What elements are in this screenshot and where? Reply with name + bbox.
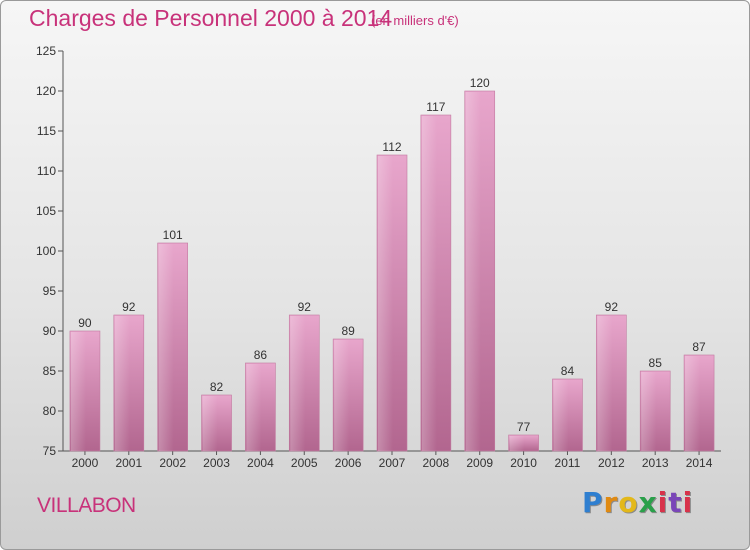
bar-highlight <box>421 116 437 451</box>
data-label: 87 <box>692 340 706 354</box>
x-tick-label: 2009 <box>466 456 493 470</box>
y-tick-label: 125 <box>36 44 56 58</box>
y-tick-label: 85 <box>43 364 57 378</box>
y-tick-label: 75 <box>43 444 57 458</box>
bar-highlight <box>158 244 174 451</box>
x-tick-label: 2004 <box>247 456 274 470</box>
data-label: 84 <box>561 364 575 378</box>
data-label: 77 <box>517 420 531 434</box>
bar-highlight <box>246 364 262 451</box>
data-label: 90 <box>78 316 92 330</box>
town-name: VILLABON <box>37 494 136 517</box>
axes: 75 80 85 90 95 100 105 110 115 120 125 2000 2001 2002… <box>36 44 721 470</box>
y-tick-label: 100 <box>36 244 56 258</box>
y-tick-label: 120 <box>36 84 56 98</box>
x-tick-label: 2007 <box>379 456 406 470</box>
x-tick-label: 2010 <box>510 456 537 470</box>
bar-highlight <box>597 316 613 451</box>
data-label: 92 <box>298 300 312 314</box>
bar-highlight <box>553 380 569 451</box>
chart-subtitle: (en milliers d'€) <box>371 13 459 28</box>
bar-highlight <box>334 340 350 451</box>
x-tick-label: 2000 <box>72 456 99 470</box>
bar-highlight <box>114 316 130 451</box>
bar-highlight <box>378 156 393 451</box>
bar-highlight <box>290 316 306 451</box>
bar-highlight <box>465 92 481 451</box>
y-tick-label: 80 <box>43 404 57 418</box>
data-label: 92 <box>605 300 619 314</box>
y-tick-label: 110 <box>37 164 56 178</box>
data-label: 92 <box>122 300 136 314</box>
x-tick-label: 2005 <box>291 456 318 470</box>
data-label: 82 <box>210 380 224 394</box>
y-tick-label: 90 <box>43 324 57 338</box>
bar-highlight <box>202 396 218 451</box>
data-label: 117 <box>426 100 445 114</box>
y-tick-label: 105 <box>36 204 56 218</box>
data-label: 86 <box>254 348 268 362</box>
bar-highlight <box>685 356 701 451</box>
chart-title: Charges de Personnel 2000 à 2014 <box>29 5 393 31</box>
bar-highlight <box>509 436 525 451</box>
bars <box>69 90 715 452</box>
x-tick-label: 2011 <box>555 456 581 470</box>
data-label: 101 <box>163 228 183 242</box>
x-tick-label: 2003 <box>203 456 230 470</box>
x-tick-label: 2008 <box>423 456 450 470</box>
data-label: 89 <box>341 324 355 338</box>
bar-highlight <box>641 372 657 451</box>
data-label: 120 <box>470 76 490 90</box>
x-tick-label: 2013 <box>642 456 669 470</box>
bar-highlight <box>70 332 86 451</box>
y-tick-label: 95 <box>43 284 57 298</box>
x-tick-label: 2001 <box>115 456 142 470</box>
x-tick-label: 2014 <box>686 456 713 470</box>
x-tick-label: 2002 <box>159 456 186 470</box>
x-tick-label: 2012 <box>598 456 625 470</box>
y-tick-label: 115 <box>37 124 56 138</box>
proxiti-logo[interactable]: Proxiti <box>582 486 694 519</box>
x-tick-label: 2006 <box>335 456 362 470</box>
data-label: 85 <box>649 356 663 370</box>
data-label: 112 <box>382 140 401 154</box>
data-labels: 90 92 101 82 86 92 89 112 117 120 77 84 92 85 87 <box>78 76 706 434</box>
